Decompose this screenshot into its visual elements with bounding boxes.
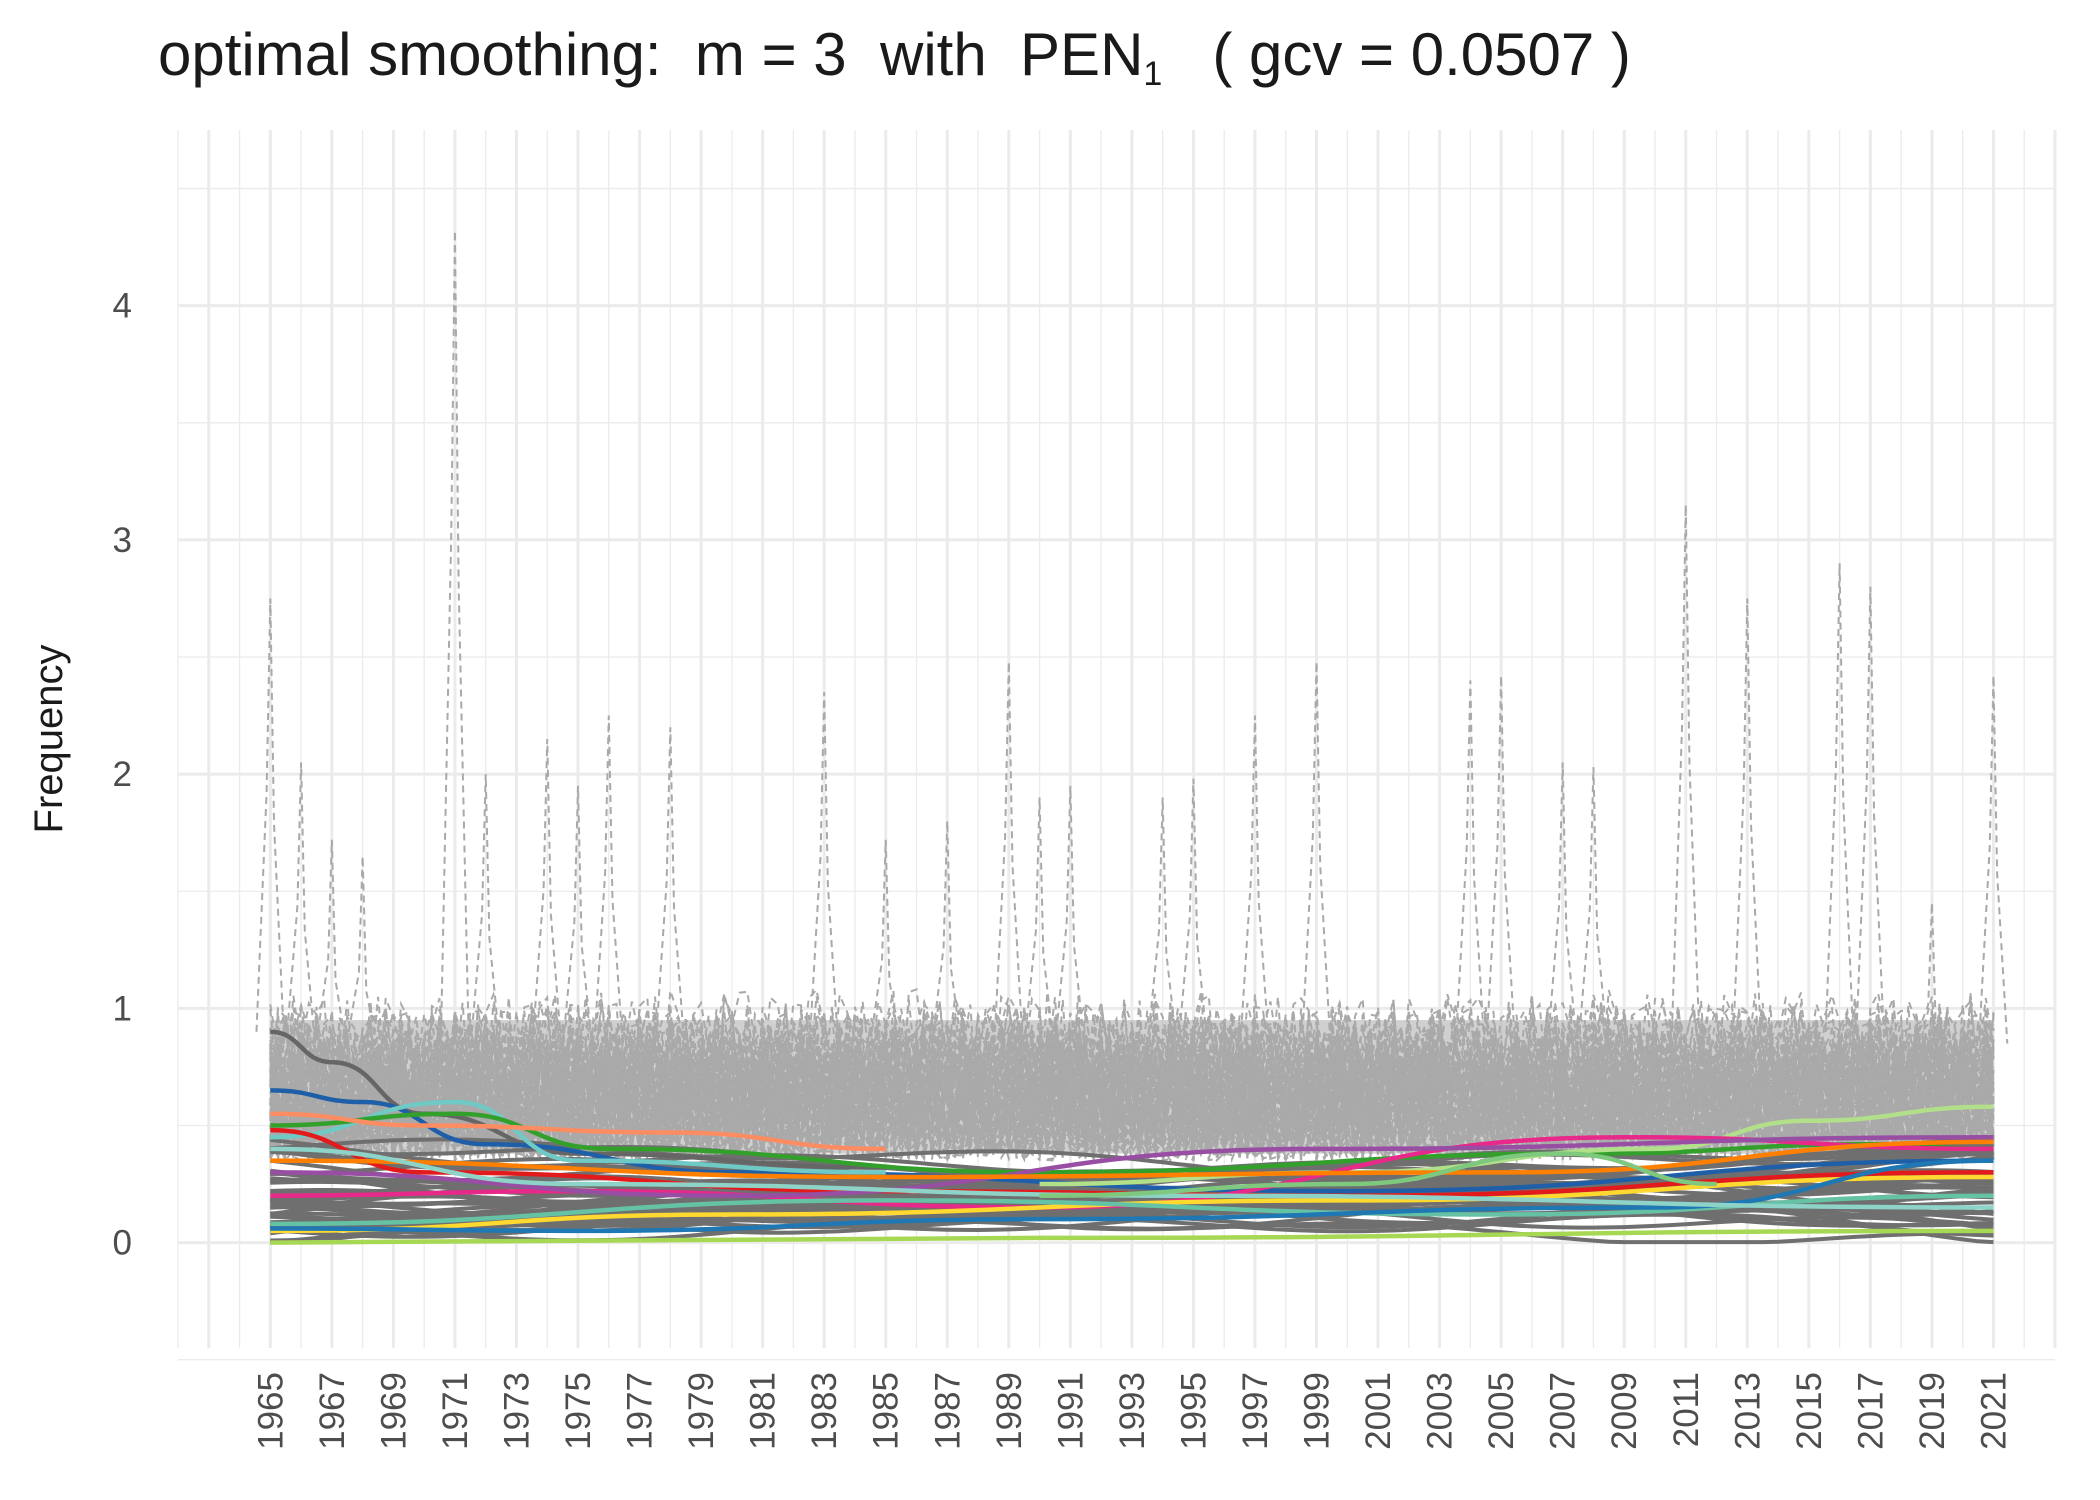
x-tick-label: 1973 — [497, 1372, 536, 1450]
highlighted-smoothed-line — [270, 1139, 1994, 1180]
x-tick-label: 1997 — [1236, 1372, 1275, 1450]
raw-peak-line — [1455, 680, 1486, 1044]
x-tick-label: 1999 — [1298, 1372, 1337, 1450]
raw-peak-line — [1855, 586, 1886, 1044]
x-tick-label: 1993 — [1113, 1372, 1152, 1450]
y-tick-label: 3 — [113, 521, 132, 560]
x-tick-label: 2011 — [1667, 1372, 1706, 1447]
x-tick-label: 2015 — [1790, 1372, 1829, 1450]
raw-peak-line — [563, 785, 593, 1044]
raw-peak-line — [1547, 762, 1578, 1044]
raw-peak-line — [440, 230, 470, 1044]
raw-peak-line — [1824, 563, 1855, 1044]
x-tick-label: 2009 — [1605, 1372, 1644, 1450]
x-tick-label: 2017 — [1851, 1372, 1890, 1450]
title-prefix: optimal smoothing: m = 3 with PEN — [158, 21, 1144, 88]
raw-peak-line — [1670, 504, 1701, 1044]
x-tick-label: 1979 — [682, 1372, 721, 1450]
x-tick-label: 1981 — [744, 1372, 783, 1450]
title-subscript: 1 — [1143, 55, 1163, 93]
title-suffix: ( gcv = 0.0507 ) — [1162, 21, 1631, 88]
raw-peak-line — [286, 762, 316, 1044]
highlighted-smoothed-line — [270, 1111, 886, 1152]
raw-peak-line — [932, 820, 963, 1044]
x-tick-label: 1995 — [1174, 1372, 1213, 1450]
x-tick-labels: 1965 1967 1969 1971 1973 1975 1977 1979 1981 1983… — [251, 1372, 2013, 1450]
highlighted-smoothed-line — [270, 1146, 1994, 1210]
x-tick-label: 1977 — [621, 1372, 660, 1450]
raw-peak-line — [317, 839, 347, 1044]
x-tick-label: 2007 — [1544, 1372, 1583, 1450]
highlighted-smoothed-line — [270, 1158, 1994, 1234]
raw-peak-line — [1024, 797, 1055, 1044]
y-tick-label: 0 — [113, 1224, 132, 1263]
highlighted-smoothed-line — [270, 1228, 1994, 1245]
x-tick-label: 1985 — [867, 1372, 906, 1450]
raw-peak-line — [1178, 778, 1209, 1044]
y-tick-label: 1 — [113, 989, 132, 1028]
chart-title: optimal smoothing: m = 3 with PEN1 ( gcv… — [158, 21, 1631, 93]
x-tick-label: 1967 — [313, 1372, 352, 1450]
raw-peak-line — [1578, 767, 1609, 1044]
raw-peak-line — [532, 738, 563, 1044]
highlighted-smoothed-line — [270, 1134, 1994, 1199]
highlighted-smoothed-line — [270, 1111, 1994, 1175]
y-tick-labels: 0 1 2 3 4 — [113, 287, 132, 1263]
y-tick-label: 4 — [113, 287, 132, 326]
smoothed-series-layer — [270, 1029, 1994, 1245]
raw-peak-line — [1147, 797, 1178, 1044]
raw-peak-line — [655, 727, 686, 1044]
y-tick-label: 2 — [113, 755, 132, 794]
raw-peak-line — [809, 692, 840, 1044]
x-tick-label: 1975 — [559, 1372, 598, 1450]
x-tick-label: 2001 — [1359, 1372, 1398, 1450]
highlighted-smoothed-line — [270, 1174, 1994, 1234]
raw-peak-line — [255, 598, 286, 1044]
raw-peak-line — [470, 774, 501, 1044]
x-tick-label: 2005 — [1482, 1372, 1521, 1450]
raw-peak-line — [1978, 675, 2009, 1044]
highlighted-smoothed-line — [1039, 1151, 1717, 1198]
x-tick-label: 1989 — [990, 1372, 1029, 1450]
raw-peak-line — [1732, 598, 1763, 1044]
raw-peak-line — [593, 715, 624, 1044]
x-tick-label: 2019 — [1913, 1372, 1952, 1450]
x-tick-label: 1971 — [436, 1372, 475, 1450]
y-axis-label: Frequency — [27, 645, 71, 834]
highlighted-smoothed-line — [270, 1029, 886, 1170]
x-tick-label: 1969 — [374, 1372, 413, 1450]
x-tick-label: 2003 — [1421, 1372, 1460, 1450]
raw-peak-line — [1486, 675, 1516, 1044]
x-tick-label: 1987 — [928, 1372, 967, 1450]
x-tick-label: 1991 — [1051, 1372, 1090, 1450]
x-tick-label: 2013 — [1728, 1372, 1767, 1450]
x-tick-label: 1983 — [805, 1372, 844, 1450]
raw-peak-line — [1055, 785, 1086, 1044]
x-tick-label: 2021 — [1974, 1372, 2013, 1450]
raw-peak-line — [347, 856, 378, 1044]
raw-peak-line — [870, 839, 901, 1044]
raw-peak-line — [1240, 715, 1270, 1044]
x-tick-label: 1965 — [251, 1372, 290, 1450]
